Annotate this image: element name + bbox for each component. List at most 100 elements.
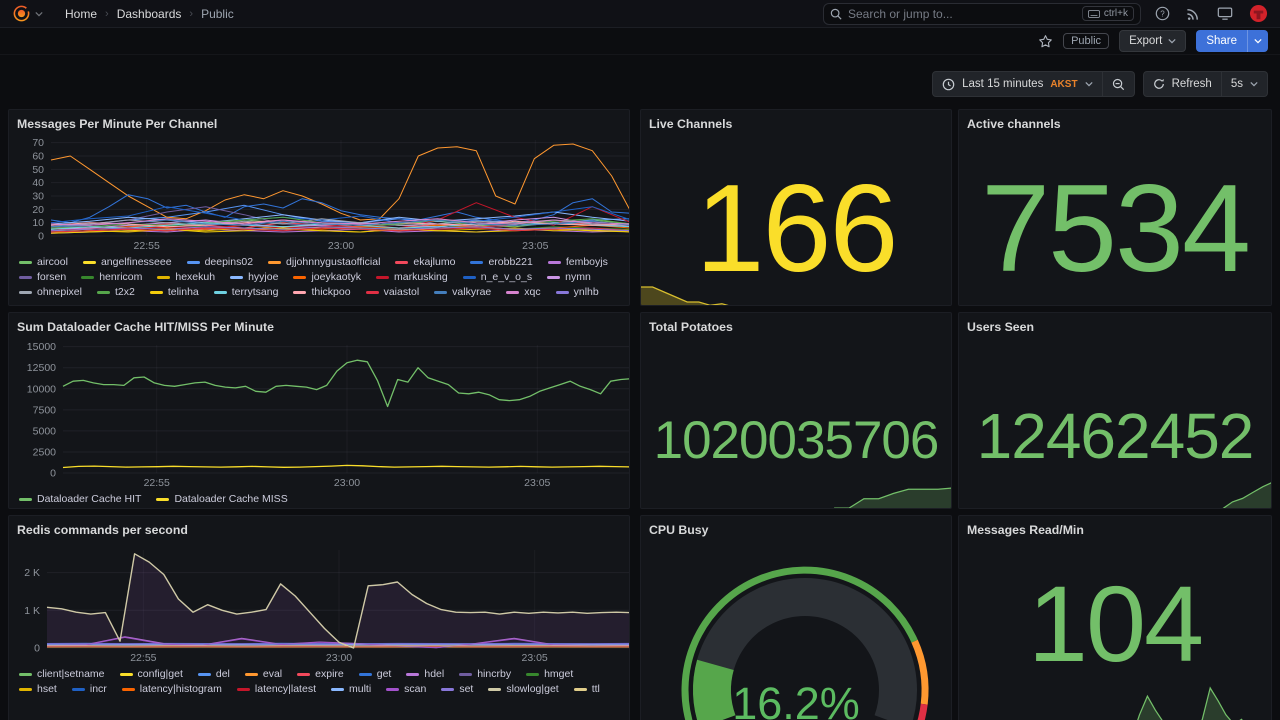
- legend-item[interactable]: ekajlumo: [395, 257, 455, 268]
- refresh-button[interactable]: Refresh: [1142, 71, 1222, 97]
- legend-item[interactable]: hset: [19, 684, 57, 695]
- panel-title[interactable]: Messages Read/Min: [967, 523, 1084, 537]
- gauge-chart[interactable]: [649, 540, 943, 720]
- svg-text:?: ?: [1160, 9, 1165, 18]
- help-button[interactable]: ?: [1155, 6, 1170, 21]
- legend-item[interactable]: hexekuh: [157, 272, 215, 283]
- export-button[interactable]: Export: [1119, 30, 1187, 52]
- legend-swatch: [157, 276, 171, 279]
- legend-label: markusking: [394, 271, 448, 283]
- legend-item[interactable]: ttl: [573, 683, 600, 695]
- legend-item[interactable]: henricom: [81, 272, 142, 283]
- legend-item[interactable]: n_e_v_o_s: [462, 272, 532, 283]
- news-button[interactable]: [1186, 6, 1201, 21]
- legend-item[interactable]: deepins02: [186, 257, 253, 268]
- legend-label: hexekuh: [175, 271, 216, 283]
- legend-item[interactable]: ohnepixel: [19, 287, 82, 298]
- legend-item[interactable]: incr: [71, 684, 107, 695]
- legend-item[interactable]: erobb221: [470, 257, 533, 268]
- legend-item[interactable]: thickpoo: [293, 287, 351, 298]
- legend-item[interactable]: config|get: [119, 669, 183, 680]
- legend-swatch: [434, 291, 448, 294]
- breadcrumb-home[interactable]: Home: [65, 6, 98, 21]
- legend-item[interactable]: vaiastol: [365, 286, 420, 298]
- legend-swatch: [441, 688, 455, 691]
- legend-item[interactable]: joeykaotyk: [293, 272, 361, 283]
- legend-item[interactable]: client|setname: [19, 669, 105, 680]
- legend-label: hmget: [544, 668, 574, 680]
- grafana-logo-button[interactable]: [12, 4, 43, 23]
- search-input[interactable]: [848, 6, 1076, 21]
- legend-item[interactable]: nymn: [547, 272, 591, 283]
- user-avatar[interactable]: [1249, 4, 1268, 23]
- legend-item[interactable]: Dataloader Cache HIT: [19, 494, 141, 505]
- legend-swatch: [293, 276, 307, 279]
- legend-item[interactable]: expire: [297, 669, 344, 680]
- legend-item[interactable]: aircool: [19, 257, 68, 268]
- legend-item[interactable]: set: [441, 684, 473, 695]
- legend-label: vaiastol: [383, 286, 420, 298]
- legend-item[interactable]: valkyrae: [434, 287, 491, 298]
- legend-item[interactable]: multi: [330, 684, 371, 695]
- legend-swatch: [149, 291, 163, 294]
- breadcrumb-dashboards[interactable]: Dashboards: [116, 6, 182, 21]
- panel-cpu-busy: CPU Busy 16.2%: [640, 515, 952, 720]
- legend-label: xqc: [524, 286, 541, 298]
- panel-title[interactable]: CPU Busy: [649, 523, 709, 537]
- legend-item[interactable]: get: [358, 669, 391, 680]
- display-button[interactable]: [1217, 6, 1233, 21]
- legend-item[interactable]: xqc: [506, 286, 541, 298]
- legend-label: ttl: [591, 683, 600, 695]
- panel-title[interactable]: Users Seen: [967, 320, 1034, 334]
- svg-text:15000: 15000: [27, 341, 56, 353]
- star-button[interactable]: [1038, 34, 1053, 49]
- sparkline: [959, 686, 1271, 720]
- refresh-interval-picker[interactable]: 5s: [1221, 71, 1268, 97]
- timeseries-chart[interactable]: 0 2500 5000 7500 10000 12500 15000 22:55 23:00 23…: [17, 337, 629, 489]
- legend-item[interactable]: eval: [244, 669, 282, 680]
- legend-item[interactable]: telinha: [149, 287, 199, 298]
- svg-text:23:00: 23:00: [328, 240, 354, 252]
- panel-title[interactable]: Active channels: [967, 117, 1061, 131]
- legend-item[interactable]: hdel: [406, 669, 444, 680]
- legend-item[interactable]: t2x2: [96, 287, 135, 298]
- legend-swatch: [547, 276, 561, 279]
- legend-item[interactable]: djjohnnygustaofficial: [268, 257, 380, 268]
- legend-swatch: [71, 688, 85, 691]
- legend-item[interactable]: ynlhb: [555, 287, 599, 298]
- time-range-picker[interactable]: Last 15 minutes AKST: [932, 71, 1103, 97]
- sparkline: [959, 480, 1271, 508]
- panel-title[interactable]: Live Channels: [649, 117, 733, 131]
- panel-title[interactable]: Redis commands per second: [17, 523, 188, 537]
- stat-value: 1020035706: [653, 411, 940, 470]
- timeseries-chart[interactable]: 0 1 K 2 K 22:55 23:00 23:05: [17, 540, 629, 664]
- share-button[interactable]: Share: [1196, 30, 1247, 52]
- share-menu-button[interactable]: [1247, 30, 1268, 52]
- legend-item[interactable]: hincrby: [459, 669, 511, 680]
- legend-item[interactable]: angelfinesseee: [82, 257, 172, 268]
- panel-title[interactable]: Sum Dataloader Cache HIT/MISS Per Minute: [17, 320, 274, 334]
- legend-swatch: [297, 673, 311, 676]
- legend-item[interactable]: forsen: [19, 272, 66, 283]
- legend-item[interactable]: markusking: [376, 272, 448, 283]
- legend-swatch: [330, 688, 344, 691]
- legend-item[interactable]: femboyjs: [547, 257, 608, 268]
- legend-item[interactable]: hyyjoe: [230, 272, 278, 283]
- legend-item[interactable]: latency|histogram: [121, 684, 222, 695]
- legend-item[interactable]: terrytsang: [213, 287, 278, 298]
- panel-active-channels: Active channels 7534: [958, 109, 1272, 306]
- legend-item[interactable]: Dataloader Cache MISS: [156, 494, 288, 505]
- legend-item[interactable]: latency|latest: [236, 684, 316, 695]
- panel-title[interactable]: Messages Per Minute Per Channel: [17, 117, 218, 131]
- legend-item[interactable]: slowlog|get: [488, 684, 559, 695]
- zoom-out-button[interactable]: [1102, 71, 1135, 97]
- legend-item[interactable]: del: [197, 669, 230, 680]
- search-box[interactable]: ctrl+k: [823, 2, 1141, 25]
- legend-swatch: [96, 291, 110, 294]
- svg-text:70: 70: [32, 137, 44, 149]
- panel-title[interactable]: Total Potatoes: [649, 320, 733, 334]
- svg-text:0: 0: [34, 643, 40, 655]
- legend-item[interactable]: hmget: [526, 669, 573, 680]
- legend-item[interactable]: scan: [386, 684, 426, 695]
- timeseries-chart[interactable]: 0 10 20 30 40 50 60 70 22:55 23:00 23:05: [17, 134, 629, 252]
